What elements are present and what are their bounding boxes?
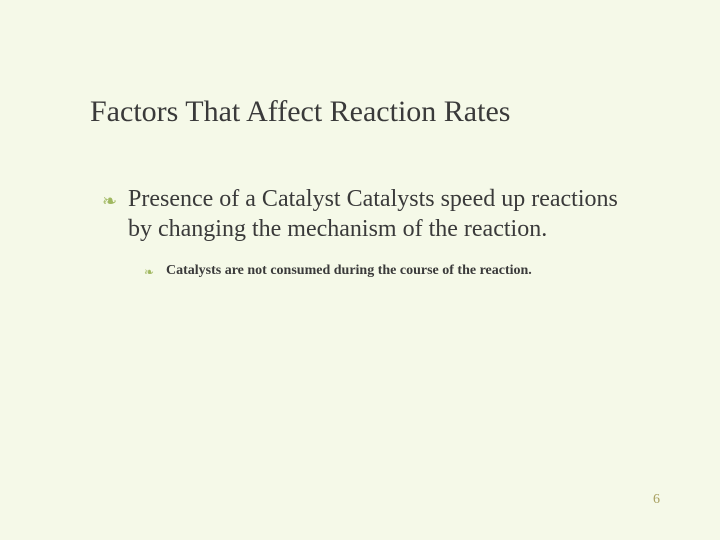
sub-point: ❧ Catalysts are not consumed during the … <box>166 262 630 280</box>
page-number: 6 <box>653 492 660 508</box>
sub-list: ❧ Catalysts are not consumed during the … <box>128 262 630 280</box>
body-content: ❧ Presence of a Catalyst Catalysts speed… <box>90 184 630 280</box>
slide-title: Factors That Affect Reaction Rates <box>90 95 630 129</box>
main-point-text: Presence of a Catalyst Catalysts speed u… <box>128 186 618 242</box>
leaf-bullet-icon: ❧ <box>144 265 154 280</box>
sub-point-text: Catalysts are not consumed during the co… <box>166 263 532 278</box>
main-point: ❧ Presence of a Catalyst Catalysts speed… <box>128 184 630 244</box>
leaf-bullet-icon: ❧ <box>102 190 117 213</box>
slide-container: Factors That Affect Reaction Rates ❧ Pre… <box>0 0 720 540</box>
